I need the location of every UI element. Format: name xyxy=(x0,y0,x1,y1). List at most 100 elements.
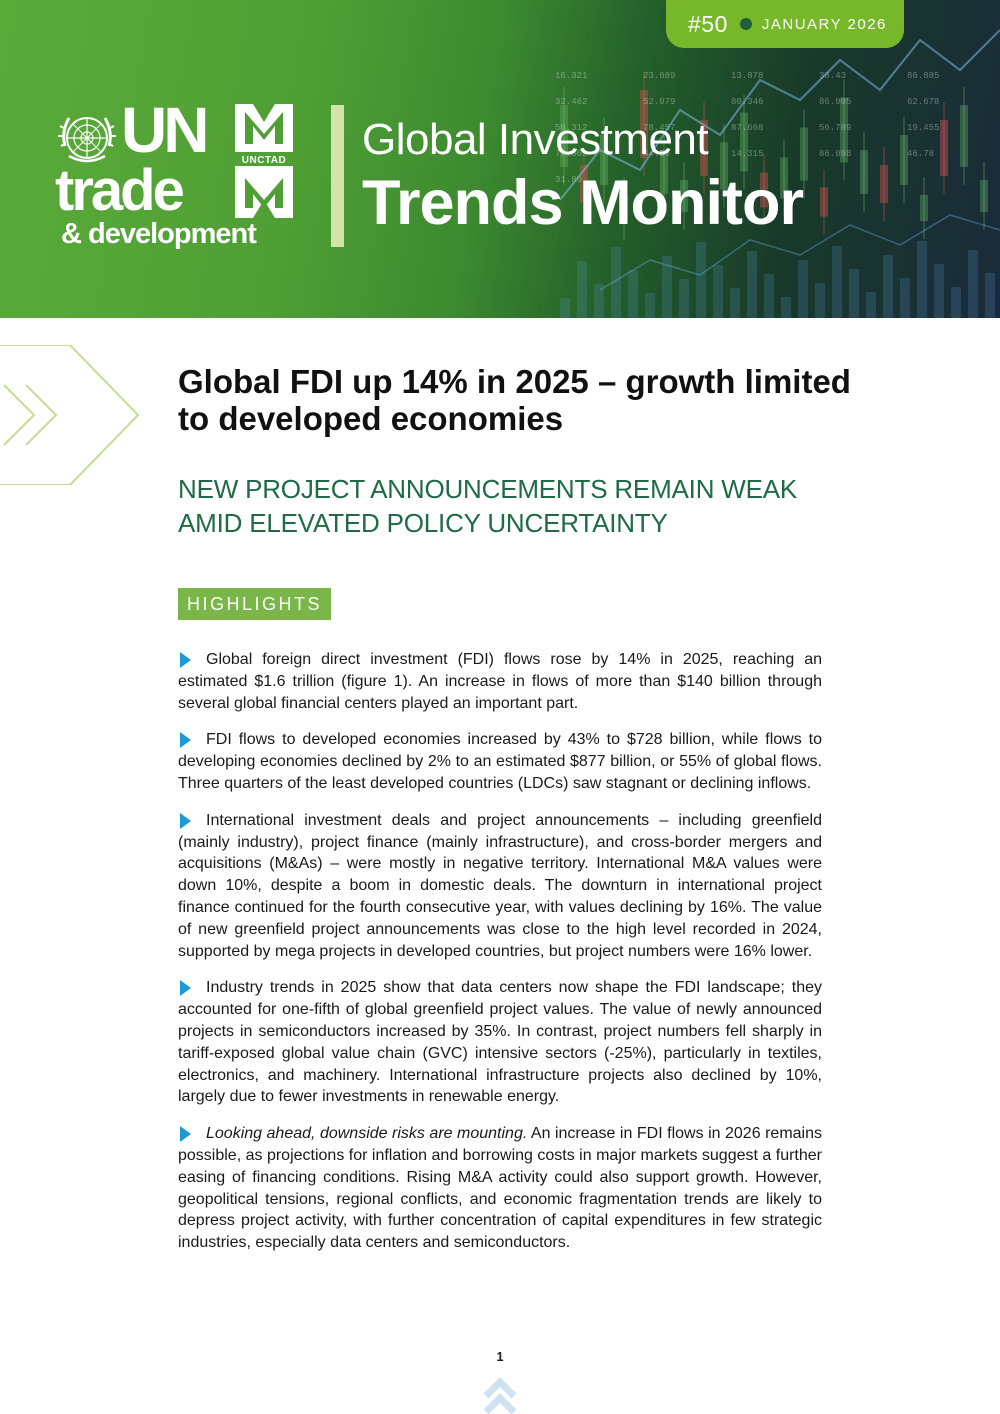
candle-body xyxy=(640,90,648,158)
candle-body xyxy=(920,195,928,221)
candle-body xyxy=(700,120,708,176)
candle-body xyxy=(780,157,788,199)
header-banner: 16.321 23.689 13.878 38.43 86.885 32.462 52.07… xyxy=(0,0,1000,318)
volume-bar xyxy=(713,265,723,318)
volume-bar xyxy=(900,278,910,318)
volume-bar xyxy=(934,264,944,318)
highlight-text: International investment deals and proje… xyxy=(178,811,822,960)
title-divider xyxy=(331,105,344,247)
ticker-number: 38.43 xyxy=(819,71,846,81)
logo-text-trade: trade xyxy=(55,158,185,223)
volume-bar xyxy=(730,288,740,318)
candle-body xyxy=(580,165,588,203)
volume-bar xyxy=(594,284,604,318)
candle-body xyxy=(760,172,768,208)
volume-bar xyxy=(798,260,808,318)
volume-bar xyxy=(968,250,978,318)
volume-bar xyxy=(679,279,689,318)
candle-body xyxy=(680,180,688,212)
volume-bar xyxy=(662,256,672,318)
unctad-mark-icon xyxy=(235,104,293,218)
logo-text-un: UN xyxy=(121,94,209,166)
chevron-decoration-icon xyxy=(0,345,140,485)
highlight-text: An increase in FDI flows in 2026 remains… xyxy=(178,1125,822,1252)
candle-body xyxy=(960,105,968,167)
volume-bar xyxy=(883,255,893,318)
highlights-label: HIGHLIGHTS xyxy=(178,588,332,620)
highlight-item: Industry trends in 2025 show that data c… xyxy=(178,977,822,1108)
candle-body xyxy=(820,187,828,217)
bullet-arrow-icon xyxy=(180,980,191,997)
issue-dot-icon xyxy=(739,18,752,30)
volume-bar xyxy=(866,292,876,318)
volume-bar xyxy=(628,270,638,318)
candle-body xyxy=(620,195,628,221)
ticker-number: 44.56 xyxy=(643,149,670,159)
publication-title-line2: Trends Monitor xyxy=(362,168,804,238)
candle-body xyxy=(740,112,748,172)
candle-body xyxy=(900,135,908,185)
logo-text-development: & development xyxy=(61,218,257,250)
article-title: Global FDI up 14% in 2025 – growth limit… xyxy=(178,363,851,437)
volume-bar xyxy=(560,298,570,318)
ticker-number: 19.455 xyxy=(907,123,939,133)
stock-chart-background: 16.321 23.689 13.878 38.43 86.885 32.462 52.07… xyxy=(555,29,1000,318)
article-subtitle: NEW PROJECT ANNOUNCEMENTS REMAIN WEAK AM… xyxy=(178,474,798,538)
un-emblem-icon xyxy=(58,117,116,163)
highlight-lead: Looking ahead, downside risks are mounti… xyxy=(206,1125,528,1143)
bullet-arrow-icon xyxy=(180,1126,191,1143)
ticker-number: 46.78 xyxy=(907,149,934,159)
candle-body xyxy=(840,97,848,163)
issue-number: #50 xyxy=(688,10,728,37)
bullet-arrow-icon xyxy=(180,812,191,829)
candle-body xyxy=(980,180,988,212)
ticker-number: 32.462 xyxy=(555,97,587,107)
volume-bar xyxy=(985,273,995,318)
ticker-number: 52.079 xyxy=(643,97,675,107)
highlight-text: FDI flows to developed economies increas… xyxy=(178,731,822,792)
bullet-arrow-icon xyxy=(180,652,191,668)
volume-bar xyxy=(747,251,757,318)
ticker-number: 62.678 xyxy=(907,97,939,107)
un-trade-development-logo: UN trade & development UNCTAD xyxy=(55,94,300,255)
logo-text-unctad: UNCTAD xyxy=(241,155,287,166)
candle-body xyxy=(560,105,568,167)
volume-bar xyxy=(611,247,621,318)
volume-bar xyxy=(764,274,774,318)
bullet-arrow-icon xyxy=(180,732,191,749)
volume-bar xyxy=(849,269,859,318)
candle-body xyxy=(600,135,608,185)
ticker-number: 78.457 xyxy=(643,123,675,133)
issue-badge: #50 JANUARY 2026 xyxy=(666,0,904,48)
publication-title-line1: Global Investment xyxy=(362,115,709,164)
ticker-number: 13.878 xyxy=(731,71,763,81)
ticker-number: 56.312 xyxy=(555,123,587,133)
volume-bar xyxy=(696,242,706,318)
highlight-item: Global foreign direct investment (FDI) f… xyxy=(178,649,822,714)
candle-body xyxy=(800,127,808,181)
volume-bar xyxy=(917,241,927,318)
volume-bar xyxy=(645,293,655,318)
ticker-number: 80.346 xyxy=(731,97,763,107)
ticker-number: 86.098 xyxy=(819,149,851,159)
page-number: 1 xyxy=(496,1349,504,1364)
double-chevron-up-icon[interactable] xyxy=(483,1374,517,1414)
volume-bar xyxy=(832,246,842,318)
ticker-number: 77.505 xyxy=(555,149,587,159)
issue-date: JANUARY 2026 xyxy=(761,15,887,33)
ticker-number: 56.789 xyxy=(819,123,851,133)
candle-body xyxy=(660,150,668,194)
volume-bar xyxy=(577,261,587,318)
ticker-number: 16.321 xyxy=(555,71,587,81)
candle-body xyxy=(880,165,888,203)
volume-bar xyxy=(815,283,825,318)
highlights-list: Global foreign direct investment (FDI) f… xyxy=(178,649,822,1269)
highlight-text: Global foreign direct investment (FDI) f… xyxy=(178,651,822,712)
candle-body xyxy=(720,142,728,190)
volume-bar xyxy=(951,287,961,318)
ticker-number: 31.80 xyxy=(555,175,582,185)
candle-body xyxy=(940,120,948,176)
ticker-number: 86.885 xyxy=(907,71,939,81)
candle-body xyxy=(860,150,868,194)
highlight-item: International investment deals and proje… xyxy=(178,810,822,963)
